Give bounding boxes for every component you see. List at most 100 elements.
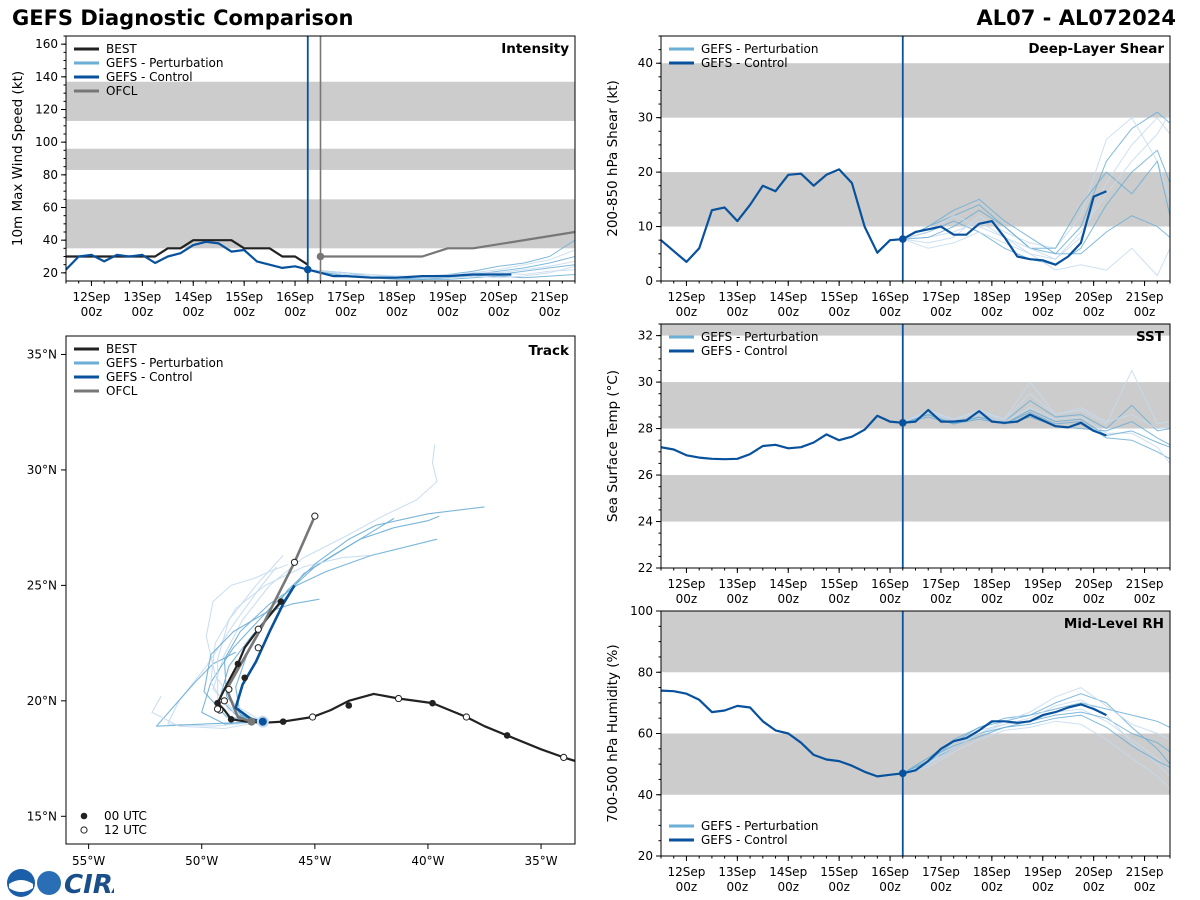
sst-xtick-day: 14Sep: [769, 577, 807, 591]
sst-xtick-hour: 00z: [676, 592, 698, 606]
intensity-xtick-day: 13Sep: [123, 290, 161, 304]
shear-ytick-label: 40: [638, 56, 653, 70]
track-ofcl-init-marker: [247, 717, 256, 726]
sst-frame: [660, 323, 1171, 569]
sst-xtick-day: 15Sep: [820, 577, 858, 591]
track-legend-00utc-label: 00 UTC: [104, 809, 147, 823]
shear-perturbation-line: [902, 111, 1170, 260]
rh-xtick-day: 18Sep: [973, 865, 1011, 879]
shear-xtick-hour: 00z: [981, 305, 1003, 319]
track-ytick-label: 20°N: [27, 694, 57, 708]
intensity-chart: [61, 35, 576, 286]
intensity-xtick-hour: 00z: [182, 305, 204, 319]
page-title: GEFS Diagnostic Comparison: [12, 6, 354, 30]
intensity-ytick-label: 60: [43, 201, 58, 215]
shear-xtick-hour: 00z: [930, 305, 952, 319]
sst-perturbation-line: [902, 393, 1170, 430]
track-best-00utc-point: [241, 674, 249, 682]
sst-xtick-hour: 00z: [727, 592, 749, 606]
rh-xtick-day: 16Sep: [871, 865, 909, 879]
track-control-line: [234, 584, 296, 723]
shear-xtick-hour: 00z: [777, 305, 799, 319]
intensity-ytick-label: 120: [35, 103, 58, 117]
rh-ytick-label: 60: [638, 727, 653, 741]
track-best-12utc-point: [225, 685, 233, 693]
shear-plot: [661, 111, 1170, 277]
intensity-init-marker: [303, 265, 312, 274]
track-legend-12utc-marker: [80, 826, 88, 834]
track-perturbation-line: [235, 506, 485, 723]
intensity-perturbation-line: [307, 260, 575, 277]
rh-control-line: [661, 689, 1107, 778]
track-best-00utc-point: [234, 660, 242, 668]
shear-xtick-hour: 00z: [879, 305, 901, 319]
track-ytick-label: 15°N: [27, 809, 57, 823]
intensity-xtick-day: 12Sep: [73, 290, 111, 304]
track-legend-label-ctrl: GEFS - Control: [106, 370, 193, 384]
track-best-00utc-point: [277, 598, 285, 605]
intensity-best-line: [66, 239, 309, 266]
sst-title: SST: [1136, 329, 1165, 345]
rh-perturbation-line: [902, 720, 1170, 789]
shear-xtick-day: 17Sep: [922, 290, 960, 304]
sst-perturbation-line: [902, 407, 1170, 464]
intensity-xtick-day: 19Sep: [429, 290, 467, 304]
track-legend-00utc-marker: [80, 812, 88, 820]
rh-xtick-hour: 00z: [1032, 880, 1054, 894]
shear-xtick-day: 19Sep: [1024, 290, 1062, 304]
rh-band-1: [661, 611, 1170, 673]
intensity-title: Intensity: [501, 41, 569, 57]
track-best-00utc-point: [503, 732, 511, 739]
track-perturbation-line: [212, 444, 438, 723]
intensity-ytick-label: 40: [43, 233, 58, 247]
intensity-xtick-hour: 00z: [539, 305, 561, 319]
track-title: Track: [529, 343, 570, 359]
intensity-legend-label-best: BEST: [106, 42, 137, 56]
track-best-00utc-point: [345, 702, 353, 709]
rh-xtick-hour: 00z: [879, 880, 901, 894]
intensity-xtick-day: 17Sep: [327, 290, 365, 304]
sst-xtick-hour: 00z: [777, 592, 799, 606]
shear-perturbation-line: [902, 231, 1170, 277]
intensity-ofcl-line: [320, 230, 575, 258]
track-perturbation-line: [203, 598, 320, 723]
rh-xtick-hour: 00z: [676, 880, 698, 894]
track-best-12utc-point: [213, 705, 222, 713]
intensity-ytick-label: 160: [35, 37, 58, 51]
sst-ytick-label: 32: [638, 329, 653, 343]
track-xtick-label: 50°W: [185, 854, 218, 868]
shear-legend-label-pert: GEFS - Perturbation: [701, 42, 818, 56]
intensity-ytick-label: 80: [43, 168, 58, 182]
sst-xtick-hour: 00z: [879, 592, 901, 606]
rh-perturbation-line: [902, 708, 1170, 774]
intensity-ofcl-init-marker: [316, 252, 325, 261]
shear-band-1: [661, 63, 1170, 118]
rh-xtick-hour: 00z: [1083, 880, 1105, 894]
intensity-legend-label-ofcl: OFCL: [106, 84, 138, 98]
rh-perturbation-line: [902, 714, 1170, 774]
rh-perturbation-line: [902, 699, 1170, 777]
sst-band-0: [661, 475, 1170, 522]
sst-xtick-day: 16Sep: [871, 577, 909, 591]
sst-xtick-day: 20Sep: [1075, 577, 1113, 591]
sst-xtick-hour: 00z: [930, 592, 952, 606]
sst-xtick-day: 19Sep: [1024, 577, 1062, 591]
track-chart: [61, 335, 576, 849]
track-legend-12utc-label: 12 UTC: [104, 823, 147, 837]
sst-xtick-hour: 00z: [828, 592, 850, 606]
track-xtick-label: 40°W: [411, 854, 444, 868]
rh-title: Mid-Level RH: [1064, 616, 1164, 632]
sst-control-line: [661, 408, 1107, 461]
shear-ytick-label: 10: [638, 220, 653, 234]
sst-band-2: [661, 324, 1170, 336]
rh-xtick-day: 13Sep: [718, 865, 756, 879]
intensity-plot: [66, 230, 575, 280]
rh-xtick-hour: 00z: [727, 880, 749, 894]
sst-ytick-label: 28: [638, 422, 653, 436]
track-plot: [151, 444, 575, 762]
sst-xtick-hour: 00z: [1032, 592, 1054, 606]
rh-ytick-label: 20: [638, 849, 653, 863]
track-xtick-label: 55°W: [72, 854, 105, 868]
shear-xtick-day: 21Sep: [1126, 290, 1164, 304]
shear-xtick-day: 15Sep: [820, 290, 858, 304]
